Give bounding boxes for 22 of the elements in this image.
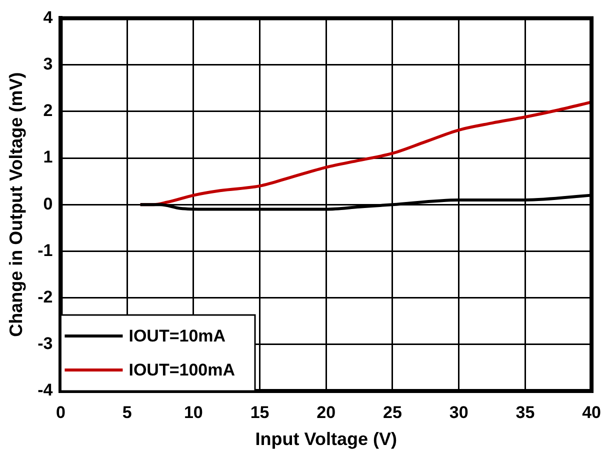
y-tick-label: -2 — [38, 287, 53, 306]
legend-label: IOUT=10mA — [128, 326, 226, 346]
x-axis-title: Input Voltage (V) — [255, 429, 397, 450]
x-tick-label: 30 — [449, 402, 468, 422]
y-tick-label: 1 — [43, 148, 53, 167]
y-tick-label: -1 — [38, 240, 53, 260]
x-tick-label: 10 — [184, 402, 203, 422]
y-tick-label: 2 — [43, 101, 53, 120]
y-tick-label: 0 — [43, 194, 53, 214]
y-tick-label: -4 — [38, 380, 54, 400]
legend-label: IOUT=100mA — [128, 360, 236, 380]
x-tick-label: 35 — [516, 402, 535, 422]
x-tick-label: 40 — [582, 402, 602, 422]
x-tick-label: 20 — [316, 402, 336, 422]
x-tick-label: 0 — [56, 402, 66, 422]
x-tick-label: 15 — [250, 402, 270, 422]
y-axis-title: Change in Output Voltage (mV) — [6, 72, 26, 337]
x-tick-label: 25 — [383, 402, 402, 422]
y-tick-label: 3 — [43, 54, 53, 74]
x-tick-label: 5 — [122, 402, 132, 422]
y-tick-label: 4 — [43, 8, 54, 27]
y-tick-label: -3 — [38, 334, 53, 354]
